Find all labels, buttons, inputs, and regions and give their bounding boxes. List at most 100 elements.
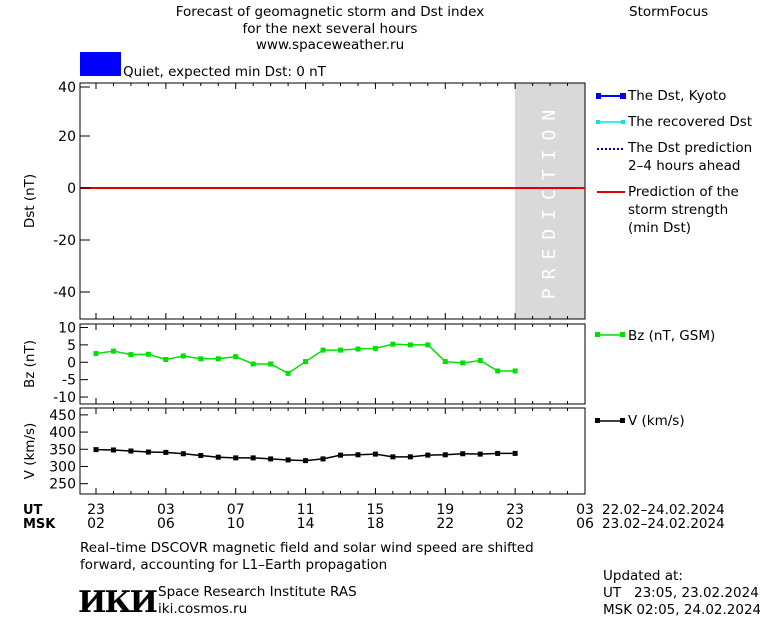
dst-tick-label: -20 <box>53 233 76 249</box>
ut-tick-labels: 23 03 07 11 15 19 23 03 <box>87 502 594 518</box>
bz-point <box>163 356 169 362</box>
legend-kyoto-marker <box>620 93 626 99</box>
v-y-axis-label: V (km/s) <box>22 423 38 480</box>
legend-recovered: The recovered Dst <box>596 114 752 130</box>
dst-panel: PREDICTION 40 20 0 -20 -40 Dst (nT) <box>22 80 586 320</box>
ut-tick-label: 15 <box>367 502 385 518</box>
msk-tick-label: 02 <box>506 516 524 532</box>
ut-tick-label: 23 <box>506 502 524 518</box>
bz-point <box>93 351 99 357</box>
bz-point <box>477 358 483 364</box>
bz-point <box>180 353 186 359</box>
bz-series <box>93 341 518 376</box>
v-point <box>285 457 291 463</box>
bz-point <box>355 346 361 352</box>
v-point <box>163 449 169 455</box>
msk-tick-label: 10 <box>227 516 245 532</box>
ut-tick-label: 23 <box>87 502 105 518</box>
ut-tick-label: 19 <box>436 502 454 518</box>
bz-point <box>250 361 256 367</box>
ut-tick-label: 03 <box>157 502 175 518</box>
msk-tick-labels: 02 06 10 14 18 22 02 06 <box>87 516 594 532</box>
bz-point <box>303 359 309 365</box>
dst-tick-label: 0 <box>67 181 76 197</box>
updated-ut: UT 23:05, 23.02.2024 <box>603 585 759 601</box>
v-point <box>355 452 361 458</box>
msk-date-range: 23.02–24.02.2024 <box>602 516 725 532</box>
bz-point <box>372 345 378 351</box>
bz-point <box>128 352 134 358</box>
bz-point <box>442 359 448 365</box>
v-point <box>495 450 501 456</box>
v-point <box>180 451 186 457</box>
ut-tick-label: 11 <box>297 502 315 518</box>
v-point <box>460 451 466 457</box>
bz-tick-label: -10 <box>53 390 76 406</box>
v-tick-label: 250 <box>49 477 76 493</box>
bz-point <box>110 348 116 354</box>
institute-website[interactable]: iki.cosmos.ru <box>158 601 248 617</box>
chart-title-line1: Forecast of geomagnetic storm and Dst in… <box>175 4 485 20</box>
v-point <box>390 454 396 460</box>
v-point <box>477 451 483 457</box>
legend-recovered-label: The recovered Dst <box>627 114 752 130</box>
bz-point <box>215 356 221 362</box>
legend-v-marker <box>595 418 600 423</box>
bz-point <box>460 360 466 366</box>
bz-point <box>338 347 343 353</box>
v-point <box>320 456 326 462</box>
bz-panel: 10 50 -5-10 Bz (nT) <box>22 320 586 406</box>
legend-storm-label-3: (min Dst) <box>628 220 691 236</box>
bz-point <box>198 356 204 362</box>
v-point <box>338 452 343 458</box>
legend-storm-label-1: Prediction of the <box>628 184 739 200</box>
bz-point <box>320 347 326 353</box>
bz-plot-frame <box>79 323 586 405</box>
legend-storm: Prediction of the storm strength (min Ds… <box>597 184 739 236</box>
iki-logo: ИКИ <box>78 585 157 620</box>
v-point <box>268 456 274 462</box>
bz-point <box>390 341 396 347</box>
bz-point <box>233 354 239 360</box>
bz-tick-label: 5 <box>67 338 76 354</box>
bz-point <box>425 342 431 348</box>
chart-title-url: www.spaceweather.ru <box>255 37 405 53</box>
v-point <box>250 455 256 461</box>
bz-tick-label: 10 <box>58 320 76 336</box>
v-point <box>198 452 204 458</box>
legend-prediction-label-2: 2–4 hours ahead <box>628 158 740 174</box>
legend-kyoto: The Dst, Kyoto <box>596 88 726 104</box>
prediction-label: PREDICTION <box>539 101 560 299</box>
dst-tick-label: 20 <box>58 129 76 145</box>
bz-point <box>407 342 413 348</box>
footer-note-line1: Real–time DSCOVR magnetic field and sola… <box>80 540 534 556</box>
updated-label: Updated at: <box>603 568 683 584</box>
v-point <box>110 447 116 453</box>
v-point <box>442 452 448 458</box>
msk-tick-label: 06 <box>576 516 594 532</box>
dst-y-axis: 40 20 0 -20 -40 Dst (nT) <box>22 80 90 301</box>
v-point <box>372 451 378 457</box>
v-point <box>512 450 518 456</box>
v-point <box>407 454 413 460</box>
msk-tick-label: 02 <box>87 516 105 532</box>
msk-tick-label: 22 <box>436 516 454 532</box>
v-point <box>145 449 151 455</box>
legend-recovered-marker <box>596 120 600 124</box>
legend: The Dst, Kyoto The recovered Dst The Dst… <box>595 88 752 429</box>
dst-y-axis-label: Dst (nT) <box>22 174 38 228</box>
msk-tick-label: 18 <box>367 516 385 532</box>
institute-name: Space Research Institute RAS <box>158 584 357 600</box>
dst-tick-label: -40 <box>53 285 76 301</box>
brand-label: StormFocus <box>629 4 709 20</box>
time-axis: UT MSK 23 03 07 11 15 19 23 03 02 06 10 14 18 22 02 06… <box>23 502 725 532</box>
msk-tick-label: 06 <box>157 516 175 532</box>
legend-kyoto-marker <box>596 93 601 99</box>
prediction-shade <box>515 83 585 319</box>
v-point <box>425 452 431 458</box>
legend-prediction-label-1: The Dst prediction <box>627 140 752 156</box>
bz-line <box>95 343 516 375</box>
v-plot-frame <box>79 407 586 495</box>
